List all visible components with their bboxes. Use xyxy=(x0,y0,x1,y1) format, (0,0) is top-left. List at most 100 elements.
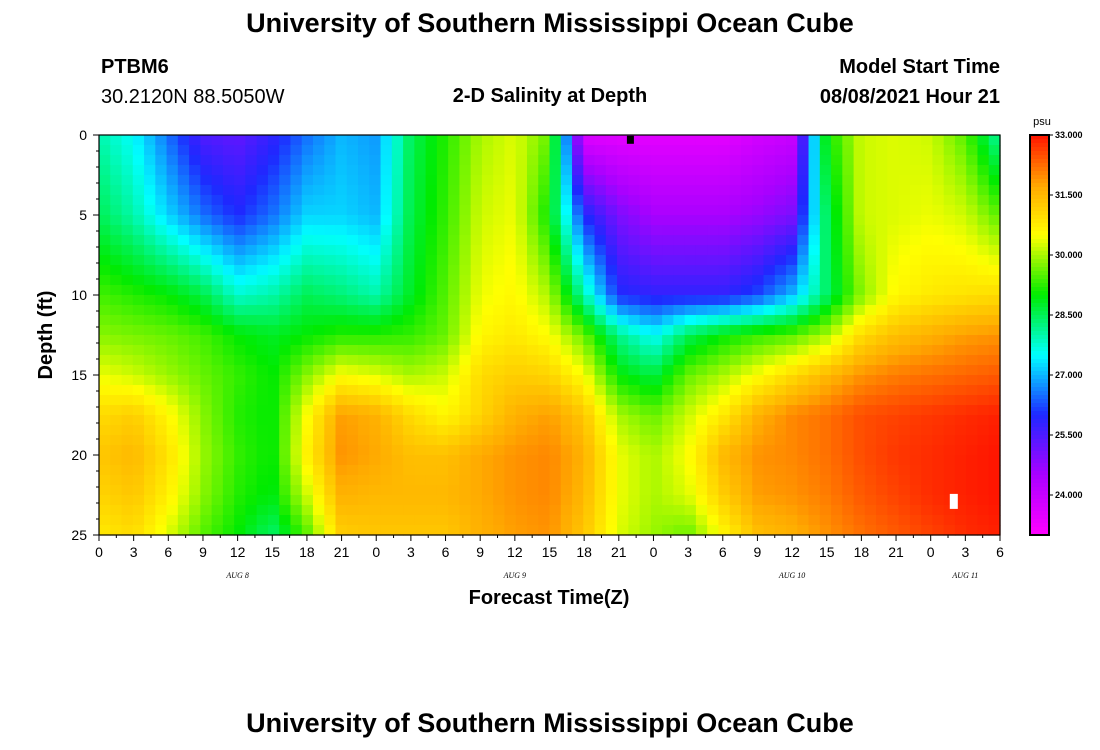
heatmap-cell xyxy=(662,395,674,406)
heatmap-cell xyxy=(144,225,156,236)
heatmap-cell xyxy=(617,345,629,356)
colorbar-cell xyxy=(1030,335,1049,340)
colorbar-unit: psu xyxy=(1033,116,1051,128)
heatmap-cell xyxy=(267,465,280,476)
heatmap-cell xyxy=(909,195,922,206)
heatmap-cell xyxy=(853,165,866,176)
heatmap-cell xyxy=(684,225,697,236)
heatmap-cell xyxy=(234,465,247,476)
colorbar-label: 31.500 xyxy=(1055,190,1083,200)
heatmap-cell xyxy=(921,445,934,456)
heatmap-cell xyxy=(470,185,483,196)
heatmap-cell xyxy=(301,525,314,536)
heatmap-cell xyxy=(887,385,900,396)
heatmap-cell xyxy=(662,155,674,166)
heatmap-cell xyxy=(267,355,280,366)
heatmap-cell xyxy=(132,305,145,316)
heatmap-cell xyxy=(144,315,156,326)
heatmap-cell xyxy=(391,325,404,336)
colorbar-cell xyxy=(1030,291,1049,296)
heatmap-cell xyxy=(808,375,821,386)
heatmap-cell xyxy=(921,435,934,446)
heatmap-cell xyxy=(504,275,517,286)
heatmap-cell xyxy=(99,185,111,196)
heatmap-cell xyxy=(943,175,956,186)
heatmap-cell xyxy=(335,355,348,366)
y-tick-label: 5 xyxy=(79,207,87,223)
heatmap-cell xyxy=(335,435,348,446)
heatmap-cell xyxy=(583,155,596,166)
heatmap-cell xyxy=(144,175,156,186)
heatmap-cell xyxy=(729,295,742,306)
heatmap-cell xyxy=(324,145,337,156)
heatmap-cell xyxy=(572,175,584,186)
heatmap-cell xyxy=(324,455,337,466)
heatmap-cell xyxy=(515,525,528,536)
heatmap-cell xyxy=(436,455,449,466)
heatmap-cell xyxy=(267,205,280,216)
heatmap-cell xyxy=(301,455,314,466)
heatmap-cell xyxy=(673,135,686,146)
heatmap-cell xyxy=(211,175,224,186)
colorbar-cell xyxy=(1030,299,1049,304)
heatmap-cell xyxy=(718,355,731,366)
heatmap-cell xyxy=(639,345,652,356)
heatmap-cell xyxy=(369,135,382,146)
heatmap-cell xyxy=(403,345,415,356)
heatmap-cell xyxy=(436,305,449,316)
heatmap-cell xyxy=(617,515,629,526)
heatmap-cell xyxy=(695,445,708,456)
heatmap-cell xyxy=(391,255,404,266)
x-tick-label: 0 xyxy=(650,544,658,560)
heatmap-cell xyxy=(932,275,945,286)
heatmap-cell xyxy=(819,375,832,386)
heatmap-cell xyxy=(267,135,280,146)
heatmap-cell xyxy=(954,295,967,306)
heatmap-cell xyxy=(526,515,539,526)
heatmap-cell xyxy=(673,155,686,166)
heatmap-cell xyxy=(639,215,652,226)
heatmap-cell xyxy=(560,345,573,356)
heatmap-cell xyxy=(684,365,697,376)
heatmap-cell xyxy=(797,295,810,306)
heatmap-cell xyxy=(526,165,539,176)
heatmap-cell xyxy=(312,305,325,316)
heatmap-cell xyxy=(346,405,359,416)
heatmap-cell xyxy=(515,235,528,246)
heatmap-cell xyxy=(493,525,506,536)
heatmap-cell xyxy=(312,375,325,386)
heatmap-cell xyxy=(481,405,494,416)
x-tick-label: 0 xyxy=(372,544,380,560)
heatmap-cell xyxy=(639,415,652,426)
heatmap-cell xyxy=(380,165,393,176)
heatmap-cell xyxy=(729,135,742,146)
heatmap-cell xyxy=(954,395,967,406)
heatmap-cell xyxy=(966,345,979,356)
heatmap-cell xyxy=(155,305,168,316)
heatmap-cell xyxy=(954,355,967,366)
heatmap-cell xyxy=(808,435,821,446)
heatmap-cell xyxy=(493,345,506,356)
heatmap-cell xyxy=(898,175,911,186)
heatmap-cell xyxy=(898,355,911,366)
heatmap-cell xyxy=(110,405,123,416)
heatmap-cell xyxy=(898,455,911,466)
heatmap-cell xyxy=(99,405,111,416)
heatmap-cell xyxy=(898,205,911,216)
heatmap-cell xyxy=(234,285,247,296)
heatmap-cell xyxy=(448,495,460,506)
colorbar-cell xyxy=(1030,179,1049,184)
heatmap-cell xyxy=(279,165,292,176)
heatmap-cell xyxy=(549,485,562,496)
heatmap-cell xyxy=(673,325,686,336)
heatmap-cell xyxy=(786,525,798,536)
heatmap-cell xyxy=(166,315,179,326)
heatmap-cell xyxy=(650,185,663,196)
heatmap-cell xyxy=(414,385,427,396)
heatmap-cell xyxy=(290,225,303,236)
heatmap-cell xyxy=(943,275,956,286)
heatmap-cell xyxy=(763,375,776,386)
heatmap-cell xyxy=(290,145,303,156)
heatmap-cell xyxy=(279,235,292,246)
title-bottom: University of Southern Mississippi Ocean… xyxy=(246,708,854,738)
